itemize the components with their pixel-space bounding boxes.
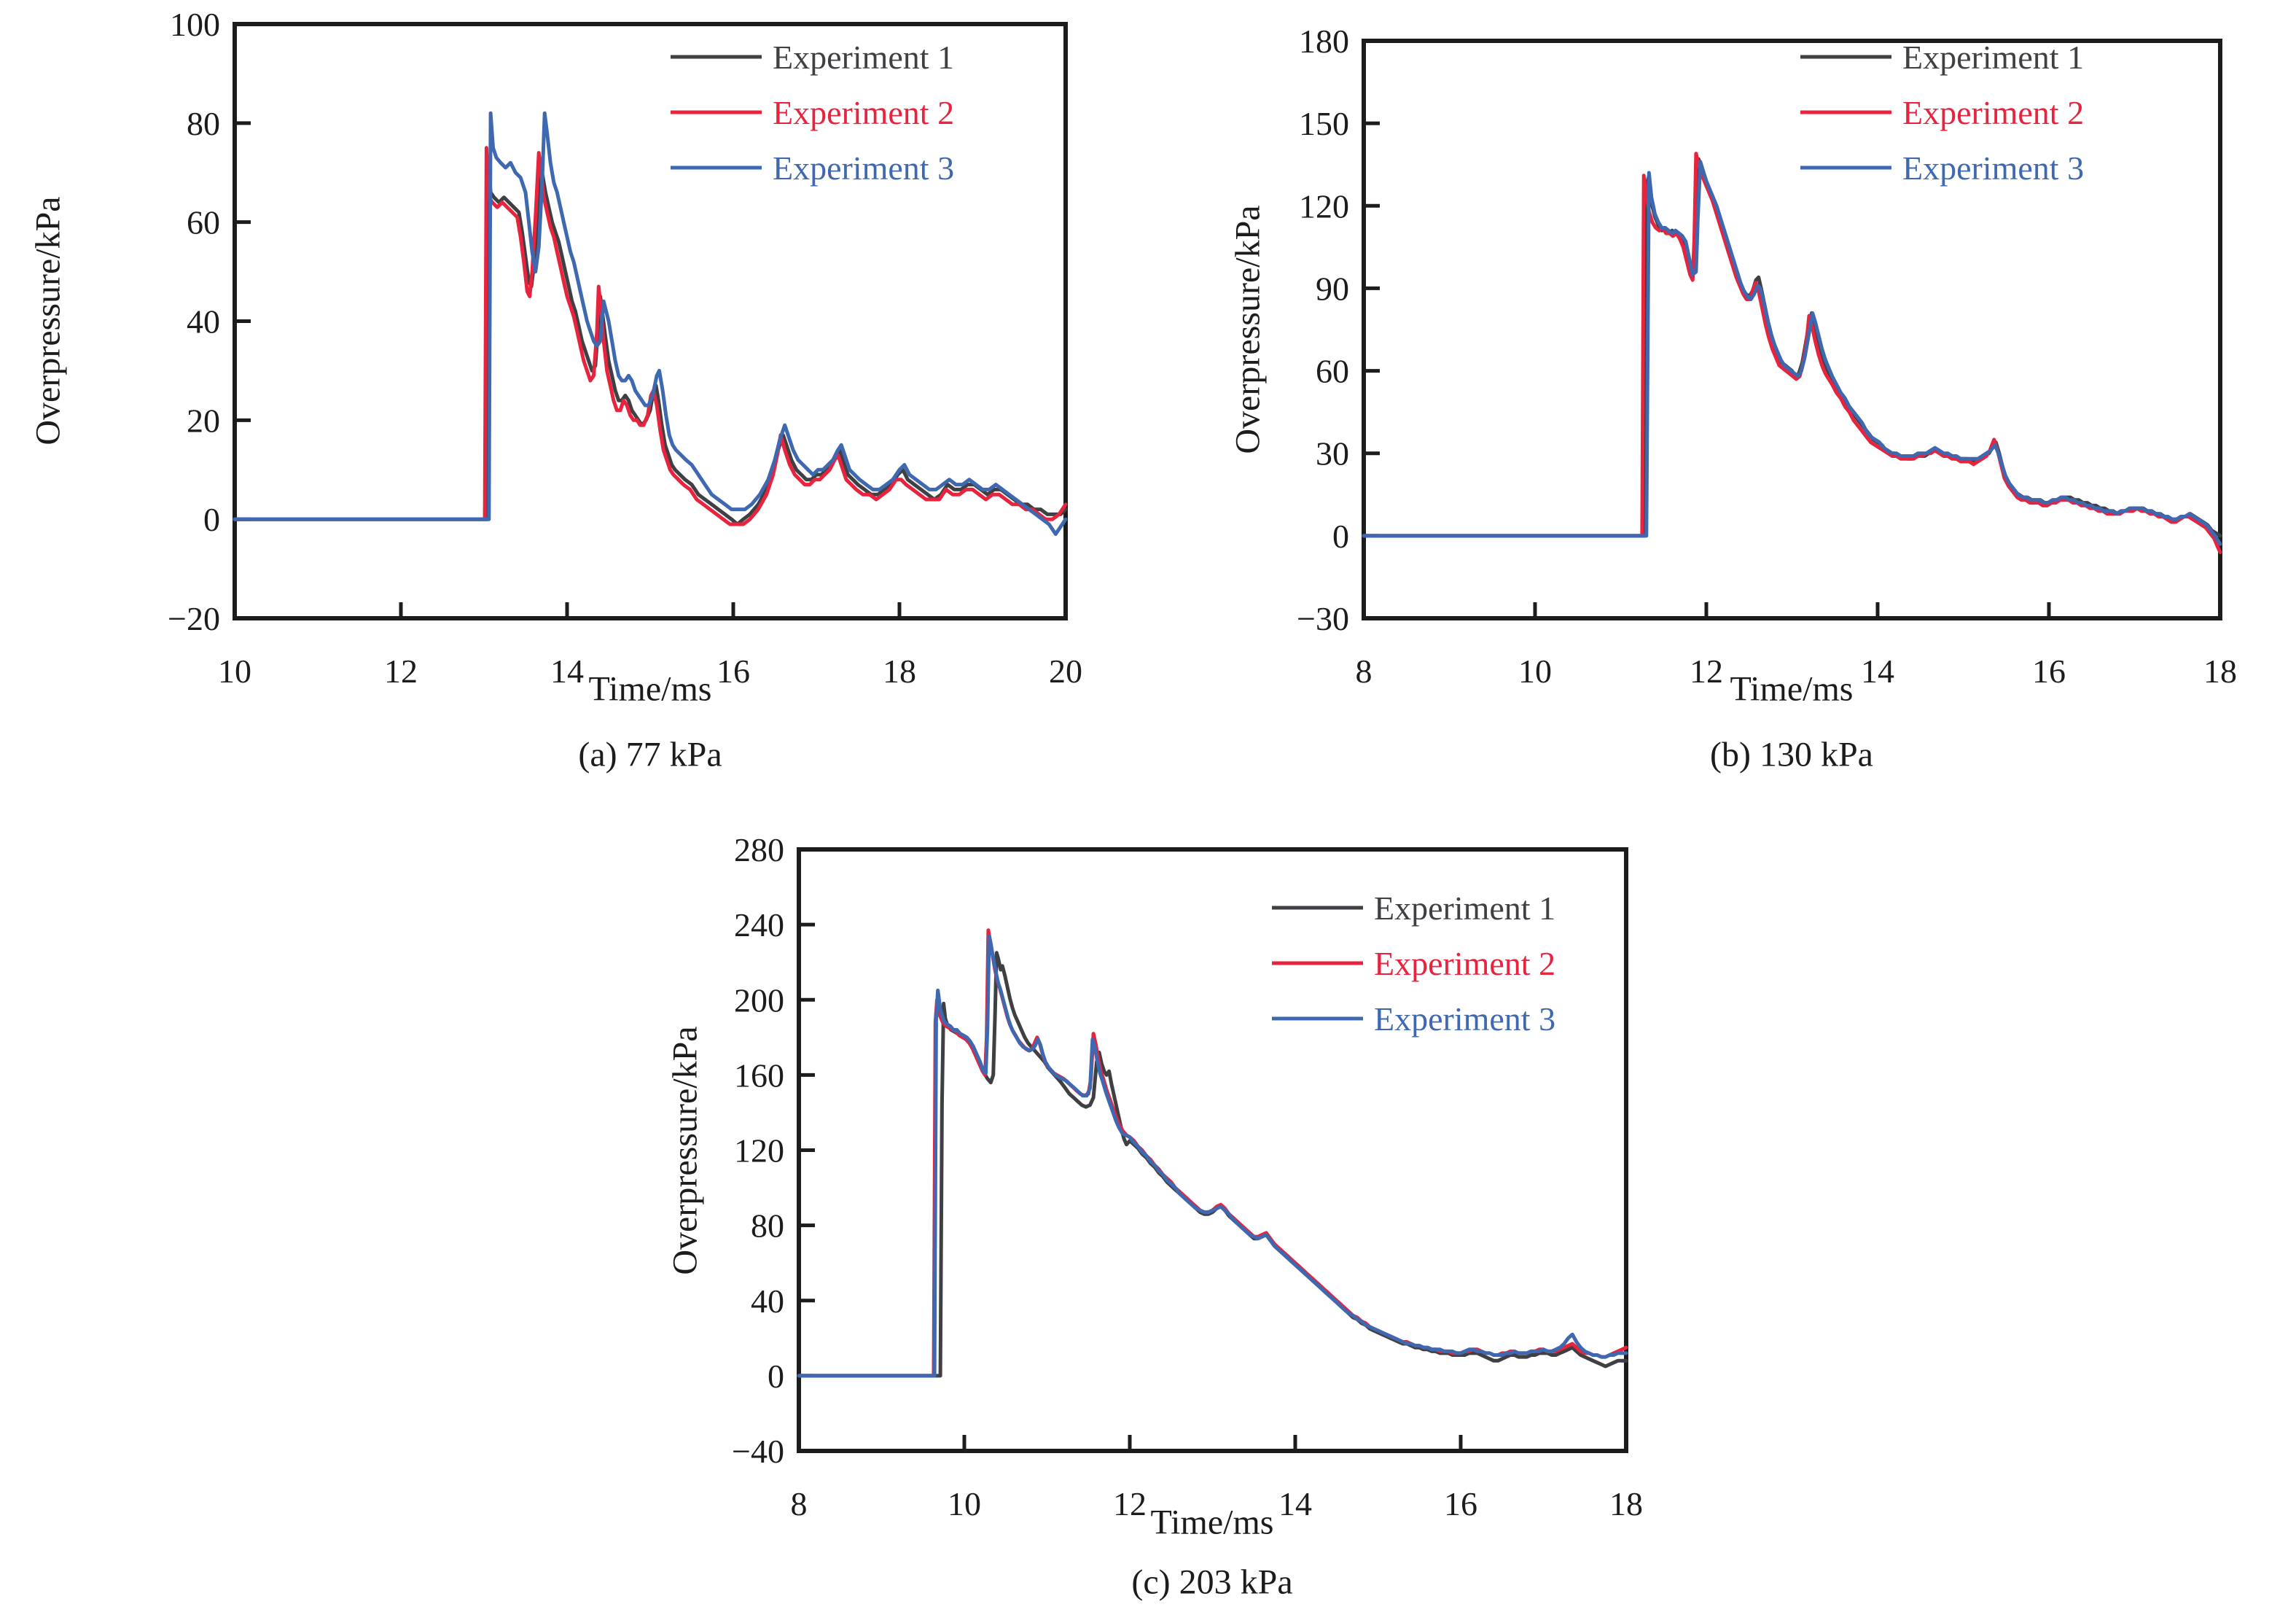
x-tick-label: 12 [384,653,418,690]
y-tick-label: 200 [734,981,784,1019]
y-tick-label: 120 [1299,187,1349,225]
series-line-experiment-1 [233,155,1068,526]
x-tick-label: 10 [948,1485,981,1522]
series-line-experiment-3 [233,111,1068,536]
y-tick-label: 240 [734,906,784,943]
y-tick-label: 0 [203,501,220,538]
x-tick-label: 16 [716,653,750,690]
series-line-experiment-3 [1362,160,2222,546]
series-line-experiment-2 [797,928,1628,1378]
y-tick-label: 40 [751,1283,784,1320]
caption-chart-a: (a) 77 kPa [578,735,722,774]
y-tick-label: 60 [1316,353,1349,390]
x-tick-label: 18 [2203,653,2237,690]
y-tick-label: 0 [768,1358,784,1395]
y-tick-label: 0 [1332,518,1349,555]
x-tick-label: 14 [1861,653,1894,690]
y-tick-label: 280 [734,831,784,868]
legend-label-experiment-3: Experiment 3 [1902,149,2084,187]
legend-label-experiment-3: Experiment 3 [1374,1000,1555,1038]
x-tick-label: 16 [1444,1485,1477,1522]
legend-label-experiment-1: Experiment 1 [773,39,954,76]
x-tick-label: 10 [1518,653,1552,690]
x-tick-label: 8 [1356,653,1372,690]
y-tick-label: 160 [734,1056,784,1094]
y-tick-label: −20 [168,600,220,637]
y-tick-label: 150 [1299,105,1349,142]
legend-label-experiment-2: Experiment 2 [1374,945,1555,982]
x-tick-label: 10 [218,653,251,690]
y-axis-label-chart-c: Overpressure/kPa [665,1026,705,1275]
x-tick-label: 8 [791,1485,808,1522]
legend-label-experiment-1: Experiment 1 [1374,890,1555,927]
y-tick-label: 40 [187,303,220,340]
y-tick-label: 80 [187,105,220,142]
x-tick-label: 12 [1690,653,1723,690]
legend-label-experiment-1: Experiment 1 [1902,39,2084,76]
y-axis-label-chart-a: Overpressure/kPa [28,196,68,445]
series-line-experiment-1 [1362,157,2222,538]
series-line-experiment-3 [797,934,1628,1378]
x-tick-label: 16 [2032,653,2066,690]
x-axis-label-chart-b: Time/ms [1730,669,1854,709]
x-axis-label-chart-c: Time/ms [1150,1503,1274,1542]
chart-b-canvas: 8 10 12 14 16 18 −30 0 30 60 90 120 150 180 Experiment… [1297,23,2237,690]
caption-chart-b: (b) 130 kPa [1710,735,1873,774]
y-tick-label: −30 [1297,600,1349,637]
y-tick-label: 120 [734,1132,784,1169]
y-tick-label: 60 [187,204,220,241]
x-tick-label: 12 [1113,1485,1147,1522]
legend-label-experiment-2: Experiment 2 [773,94,954,131]
y-tick-label: 180 [1299,23,1349,60]
series-line-experiment-2 [233,146,1068,526]
y-tick-label: −40 [732,1433,784,1470]
legend-label-experiment-2: Experiment 2 [1902,94,2084,131]
x-tick-label: 14 [550,653,584,690]
plot-border [1362,39,2222,620]
y-axis-label-chart-b: Overpressure/kPa [1228,205,1268,454]
series-line-experiment-2 [1362,152,2222,554]
x-axis-label-chart-a: Time/ms [588,669,712,709]
x-tick-label: 18 [883,653,916,690]
chart-a-canvas: 10 12 14 16 18 20 −20 0 20 40 60 80 100 Experiment 1 E… [168,6,1082,690]
y-tick-label: 30 [1316,435,1349,472]
legend-label-experiment-3: Experiment 3 [773,149,954,187]
x-tick-label: 14 [1278,1485,1312,1522]
x-tick-label: 18 [1609,1485,1643,1522]
caption-chart-c: (c) 203 kPa [1131,1562,1293,1602]
y-tick-label: 100 [170,6,220,43]
y-tick-label: 80 [751,1207,784,1245]
y-tick-label: 90 [1316,270,1349,307]
x-tick-label: 20 [1049,653,1082,690]
y-tick-label: 20 [187,402,220,439]
chart-c-canvas: 8 10 12 14 16 18 −40 0 40 80 120 160 200 240 280 Experi… [732,831,1643,1522]
